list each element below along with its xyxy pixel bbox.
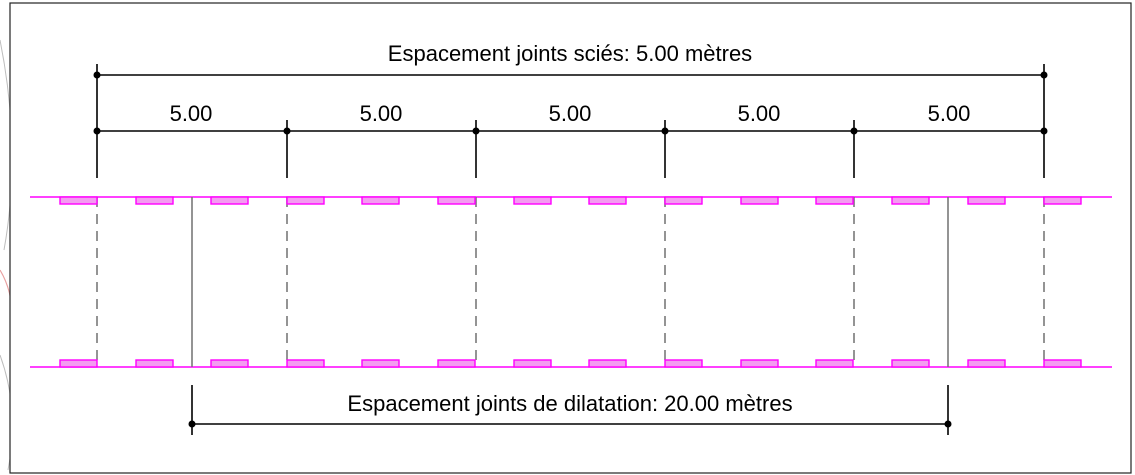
segment-dot-1 <box>283 127 291 135</box>
dowel-marker <box>286 196 325 205</box>
dowel-marker <box>1043 196 1082 205</box>
dowel-marker <box>588 359 627 368</box>
bottom-dimension-right-dot <box>944 420 952 428</box>
dowels-top <box>59 196 1082 205</box>
dowel-marker <box>59 359 98 368</box>
dowel-marker <box>1043 359 1082 368</box>
bottom-dimension: Espacement joints de dilatation: 20.00 m… <box>188 385 952 435</box>
dowels-bottom <box>59 359 1082 368</box>
dowel-marker <box>437 359 476 368</box>
top-dimension-label: Espacement joints sciés: 5.00 mètres <box>388 41 752 66</box>
segment-label-5: 5.00 <box>928 101 971 126</box>
segment-dot-3 <box>661 127 669 135</box>
dowel-marker <box>361 196 400 205</box>
dowel-marker <box>740 196 779 205</box>
segment-dot-4 <box>850 127 858 135</box>
dowel-marker <box>286 359 325 368</box>
dowel-marker <box>361 359 400 368</box>
dowel-marker <box>815 196 854 205</box>
segment-dot-5 <box>1040 127 1048 135</box>
top-dimension: Espacement joints sciés: 5.00 mètres <box>93 41 1048 178</box>
dowel-marker <box>664 359 703 368</box>
segment-label-1: 5.00 <box>170 101 213 126</box>
bottom-dimension-label: Espacement joints de dilatation: 20.00 m… <box>347 391 792 416</box>
dowel-marker <box>664 196 703 205</box>
bottom-dimension-left-dot <box>188 420 196 428</box>
dowel-marker <box>210 196 249 205</box>
dowel-marker <box>513 359 552 368</box>
drawing-frame <box>9 2 1132 474</box>
dowel-marker <box>740 359 779 368</box>
dowel-marker <box>891 196 930 205</box>
dowel-marker <box>967 196 1006 205</box>
dowel-marker <box>135 196 174 205</box>
dowel-marker <box>588 196 627 205</box>
dowel-marker <box>437 196 476 205</box>
expansion-joints <box>191 197 949 367</box>
top-dimension-right-dot <box>1040 71 1048 79</box>
segment-dot-2 <box>472 127 480 135</box>
dowel-marker <box>815 359 854 368</box>
segment-label-2: 5.00 <box>360 101 403 126</box>
dowel-marker <box>891 359 930 368</box>
dowel-marker <box>210 359 249 368</box>
segment-label-3: 5.00 <box>549 101 592 126</box>
segment-dimensions: 5.00 5.00 5.00 5.00 5.00 <box>93 101 1048 178</box>
saw-cut-joints <box>96 197 1045 367</box>
segment-label-4: 5.00 <box>738 101 781 126</box>
dowel-marker <box>513 196 552 205</box>
top-dimension-left-dot <box>93 71 101 79</box>
dowel-marker <box>59 196 98 205</box>
segment-dot-0 <box>93 127 101 135</box>
dowel-marker <box>135 359 174 368</box>
dowel-marker <box>967 359 1006 368</box>
